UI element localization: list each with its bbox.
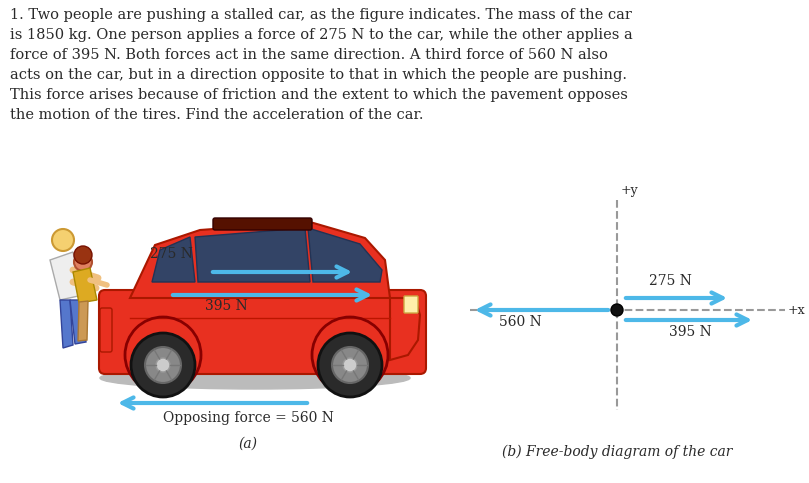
- Circle shape: [332, 347, 368, 383]
- Circle shape: [74, 253, 92, 271]
- Text: 395 N: 395 N: [205, 299, 248, 313]
- Text: (a): (a): [239, 437, 257, 451]
- Polygon shape: [308, 228, 382, 282]
- Text: 275 N: 275 N: [150, 247, 193, 261]
- FancyBboxPatch shape: [213, 218, 312, 230]
- Polygon shape: [73, 268, 97, 303]
- FancyBboxPatch shape: [404, 296, 418, 313]
- Circle shape: [131, 333, 195, 397]
- Text: 1. Two people are pushing a stalled car, as the figure indicates. The mass of th: 1. Two people are pushing a stalled car,…: [10, 8, 633, 122]
- Circle shape: [145, 347, 181, 383]
- FancyBboxPatch shape: [100, 308, 112, 352]
- Polygon shape: [60, 300, 73, 348]
- Circle shape: [318, 333, 382, 397]
- Polygon shape: [70, 300, 86, 344]
- Circle shape: [52, 229, 74, 251]
- Polygon shape: [390, 298, 420, 360]
- Circle shape: [343, 358, 357, 372]
- Text: 560 N: 560 N: [498, 315, 541, 329]
- Ellipse shape: [100, 367, 410, 389]
- Text: 275 N: 275 N: [649, 274, 692, 288]
- Text: +y: +y: [621, 184, 639, 197]
- Text: 395 N: 395 N: [668, 325, 711, 339]
- Polygon shape: [50, 252, 83, 300]
- Polygon shape: [195, 228, 310, 282]
- Polygon shape: [78, 301, 88, 341]
- Polygon shape: [130, 222, 390, 298]
- Circle shape: [74, 246, 92, 264]
- Circle shape: [156, 358, 170, 372]
- Circle shape: [611, 304, 623, 316]
- FancyBboxPatch shape: [99, 290, 426, 374]
- Text: Opposing force = 560 N: Opposing force = 560 N: [163, 411, 333, 425]
- Text: +x: +x: [788, 303, 806, 316]
- Text: (b) Free-body diagram of the car: (b) Free-body diagram of the car: [502, 445, 732, 459]
- Polygon shape: [152, 237, 195, 282]
